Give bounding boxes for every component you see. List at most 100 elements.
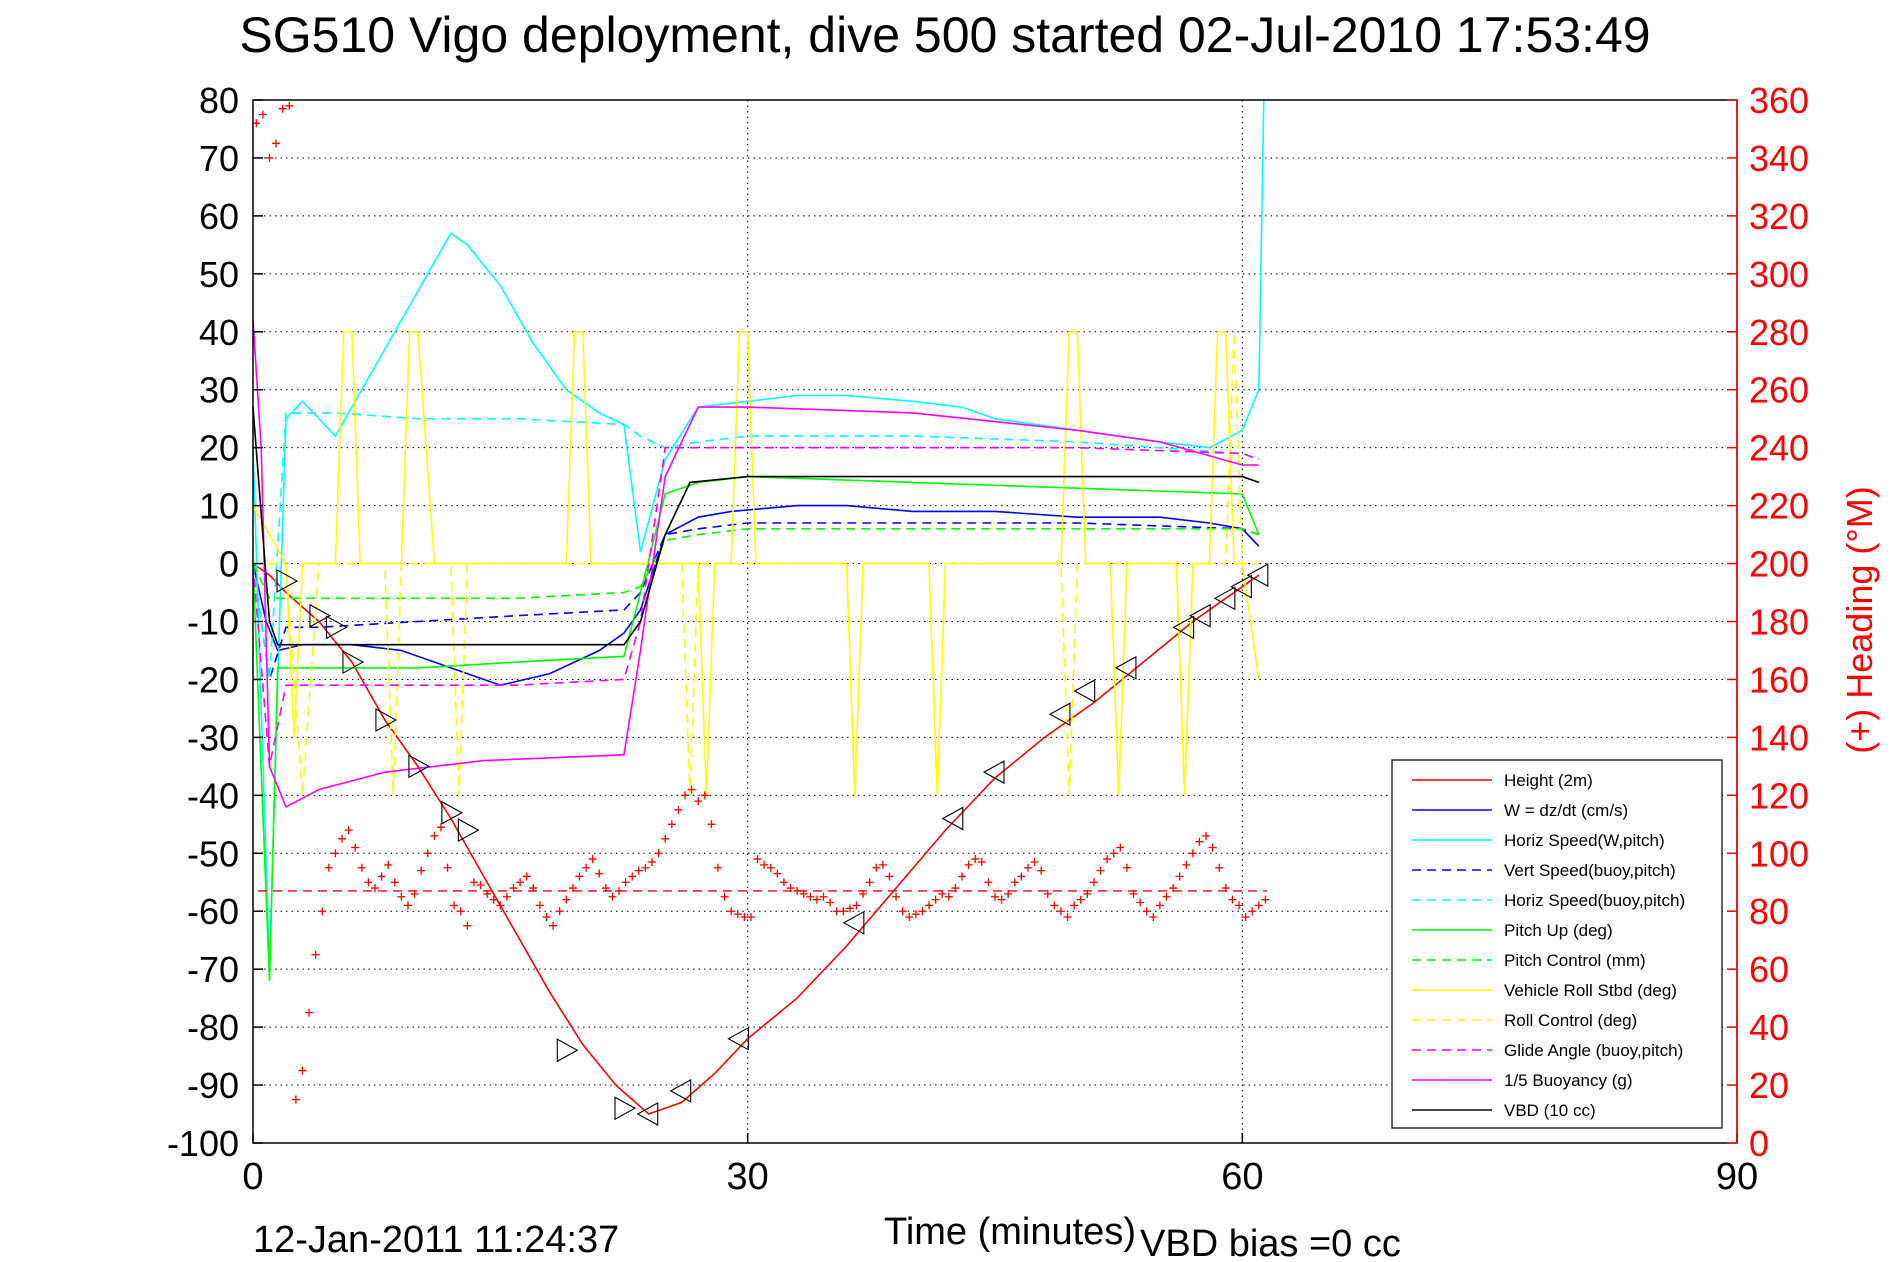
right-y-tick-label: 360 [1749, 80, 1809, 121]
y-tick-label: -90 [187, 1065, 239, 1106]
heading-point [700, 791, 709, 800]
footer-vbd-bias: VBD bias =0 cc [1140, 1223, 1401, 1262]
y-tick-label: -30 [187, 717, 239, 758]
height-marker [941, 806, 964, 831]
heading-point [905, 913, 914, 922]
heading-point [1122, 863, 1131, 872]
heading-point [746, 913, 755, 922]
height-marker [1114, 655, 1137, 680]
heading-point [390, 878, 399, 887]
height-marker [982, 760, 1005, 785]
height-marker [309, 603, 332, 628]
grid-lines [253, 100, 1737, 1143]
heading-point [852, 901, 861, 910]
heading-point [1261, 895, 1270, 904]
heading-point [278, 104, 287, 113]
heading-point [588, 855, 597, 864]
legend-entry: Pitch Control (mm) [1504, 951, 1646, 970]
height-marker [842, 910, 865, 935]
right-y-tick-label: 120 [1749, 775, 1809, 816]
heading-point [357, 863, 366, 872]
heading-point [443, 863, 452, 872]
heading-point [1155, 901, 1164, 910]
heading-point [713, 863, 722, 872]
heading-point [806, 892, 815, 901]
x-tick-label: 60 [1221, 1156, 1263, 1198]
heading-point [958, 872, 967, 881]
heading-point [773, 869, 782, 878]
heading-point [654, 849, 663, 858]
heading-point [496, 901, 505, 910]
heading-point [463, 921, 472, 930]
heading-point [483, 889, 492, 898]
heading-point [436, 823, 445, 832]
right-y-tick-label: 240 [1749, 428, 1809, 469]
y-tick-label: 10 [199, 486, 239, 527]
height-marker [408, 754, 431, 779]
heading-point [977, 857, 986, 866]
legend-entry: Horiz Speed(W,pitch) [1504, 831, 1665, 850]
legend-entry: VBD (10 cc) [1504, 1101, 1596, 1120]
series-line-horiz-speed-buoy-pitch [252, 412, 1260, 680]
heading-point [272, 139, 281, 148]
y-tick-label: -80 [187, 1007, 239, 1048]
height-marker [375, 708, 398, 732]
right-y-tick-label: 140 [1749, 717, 1809, 758]
heading-point [938, 889, 947, 898]
y-tick-label: 0 [219, 544, 239, 585]
heading-point [766, 863, 775, 872]
heading-point [535, 901, 544, 910]
heading-point [1188, 849, 1197, 858]
heading-point [615, 886, 624, 895]
heading-point [812, 895, 821, 904]
heading-point [450, 901, 459, 910]
heading-point [338, 834, 347, 843]
heading-point [595, 869, 604, 878]
heading-point [423, 849, 432, 858]
heading-point [1103, 855, 1112, 864]
heading-point [371, 884, 380, 893]
heading-point [1182, 860, 1191, 869]
height-marker [325, 615, 348, 640]
heading-point [397, 892, 406, 901]
series-line-glide-angle-buoy-pitch [252, 446, 1260, 767]
right-y-tick-label: 160 [1749, 659, 1809, 700]
right-y-tick-label: 0 [1749, 1123, 1769, 1164]
right-y-tick-label: 260 [1749, 370, 1809, 411]
heading-point [925, 901, 934, 910]
heading-point [720, 892, 729, 901]
legend-entry: Vert Speed(buoy,pitch) [1504, 861, 1676, 880]
heading-point [1089, 878, 1098, 887]
heading-point [542, 913, 551, 922]
right-y-tick-label: 200 [1749, 544, 1809, 585]
legend-box [1391, 759, 1723, 1129]
heading-point [476, 881, 485, 890]
heading-point [364, 878, 373, 887]
heading-point [733, 910, 742, 919]
heading-point [628, 872, 637, 881]
y-tick-label: -20 [187, 659, 239, 700]
y-tick-label: 70 [199, 138, 239, 179]
heading-point [1023, 863, 1032, 872]
y-tick-label: -100 [167, 1123, 239, 1164]
series-line-vert-speed-buoy-pitch [252, 522, 1260, 680]
heading-point [760, 860, 769, 869]
heading-point [898, 907, 907, 916]
heading-point [799, 889, 808, 898]
height-marker [1213, 586, 1236, 611]
heading-layer [252, 101, 1270, 1104]
heading-point [839, 907, 848, 916]
height-marker [457, 818, 480, 843]
y-tick-label: -40 [187, 775, 239, 816]
height-marker [1073, 679, 1096, 703]
right-y-tick-label: 40 [1749, 1007, 1789, 1048]
heading-point [1096, 866, 1105, 875]
height-marker [669, 1078, 692, 1103]
height-marker [1048, 702, 1071, 727]
heading-point [918, 907, 927, 916]
x-axis-ticks: 0 30 60 90 [242, 1133, 1758, 1198]
heading-point [1202, 831, 1211, 840]
heading-point [1149, 913, 1158, 922]
heading-point [1050, 901, 1059, 910]
